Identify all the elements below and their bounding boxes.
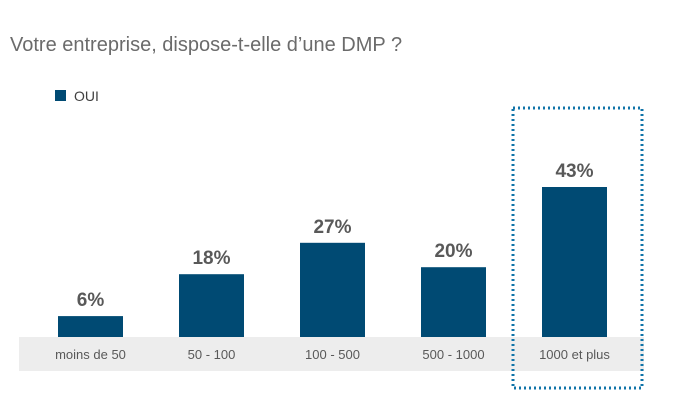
- bar: [179, 274, 244, 337]
- category-band: [19, 337, 644, 371]
- category-label: 100 - 500: [305, 347, 360, 362]
- bars-group: [58, 187, 607, 337]
- value-label: 6%: [77, 290, 105, 311]
- bar: [542, 187, 607, 337]
- category-label: moins de 50: [55, 347, 126, 362]
- value-label: 18%: [192, 248, 230, 269]
- bar: [300, 242, 365, 337]
- category-label: 1000 et plus: [539, 347, 610, 362]
- legend-label: OUI: [74, 88, 99, 104]
- category-labels-group: moins de 50 50 - 100 100 - 500 500 - 1000 10…: [55, 347, 610, 362]
- value-labels-group: 6% 18% 27% 20% 43%: [77, 161, 594, 311]
- value-label: 27%: [313, 217, 351, 238]
- value-label: 20%: [434, 241, 472, 262]
- category-label: 50 - 100: [188, 347, 236, 362]
- value-label: 43%: [555, 161, 593, 182]
- bar: [58, 316, 123, 337]
- legend-swatch: [55, 90, 66, 101]
- chart-title: Votre entreprise, dispose-t-elle d’une D…: [10, 34, 402, 56]
- bar: [421, 267, 486, 337]
- category-label: 500 - 1000: [422, 347, 484, 362]
